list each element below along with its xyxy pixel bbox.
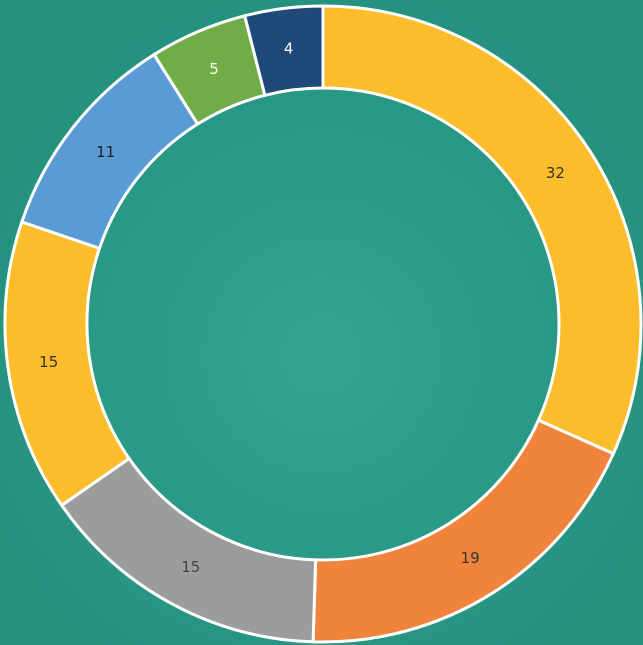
data-label: 19	[461, 549, 480, 567]
donut-segment	[321, 4, 643, 456]
data-label: 5	[209, 60, 219, 78]
data-label: 11	[96, 143, 115, 161]
data-label: 15	[39, 353, 58, 371]
data-label: 4	[284, 40, 294, 58]
donut-segment	[242, 4, 325, 98]
data-label: 32	[546, 164, 565, 182]
data-label: 15	[181, 558, 200, 576]
